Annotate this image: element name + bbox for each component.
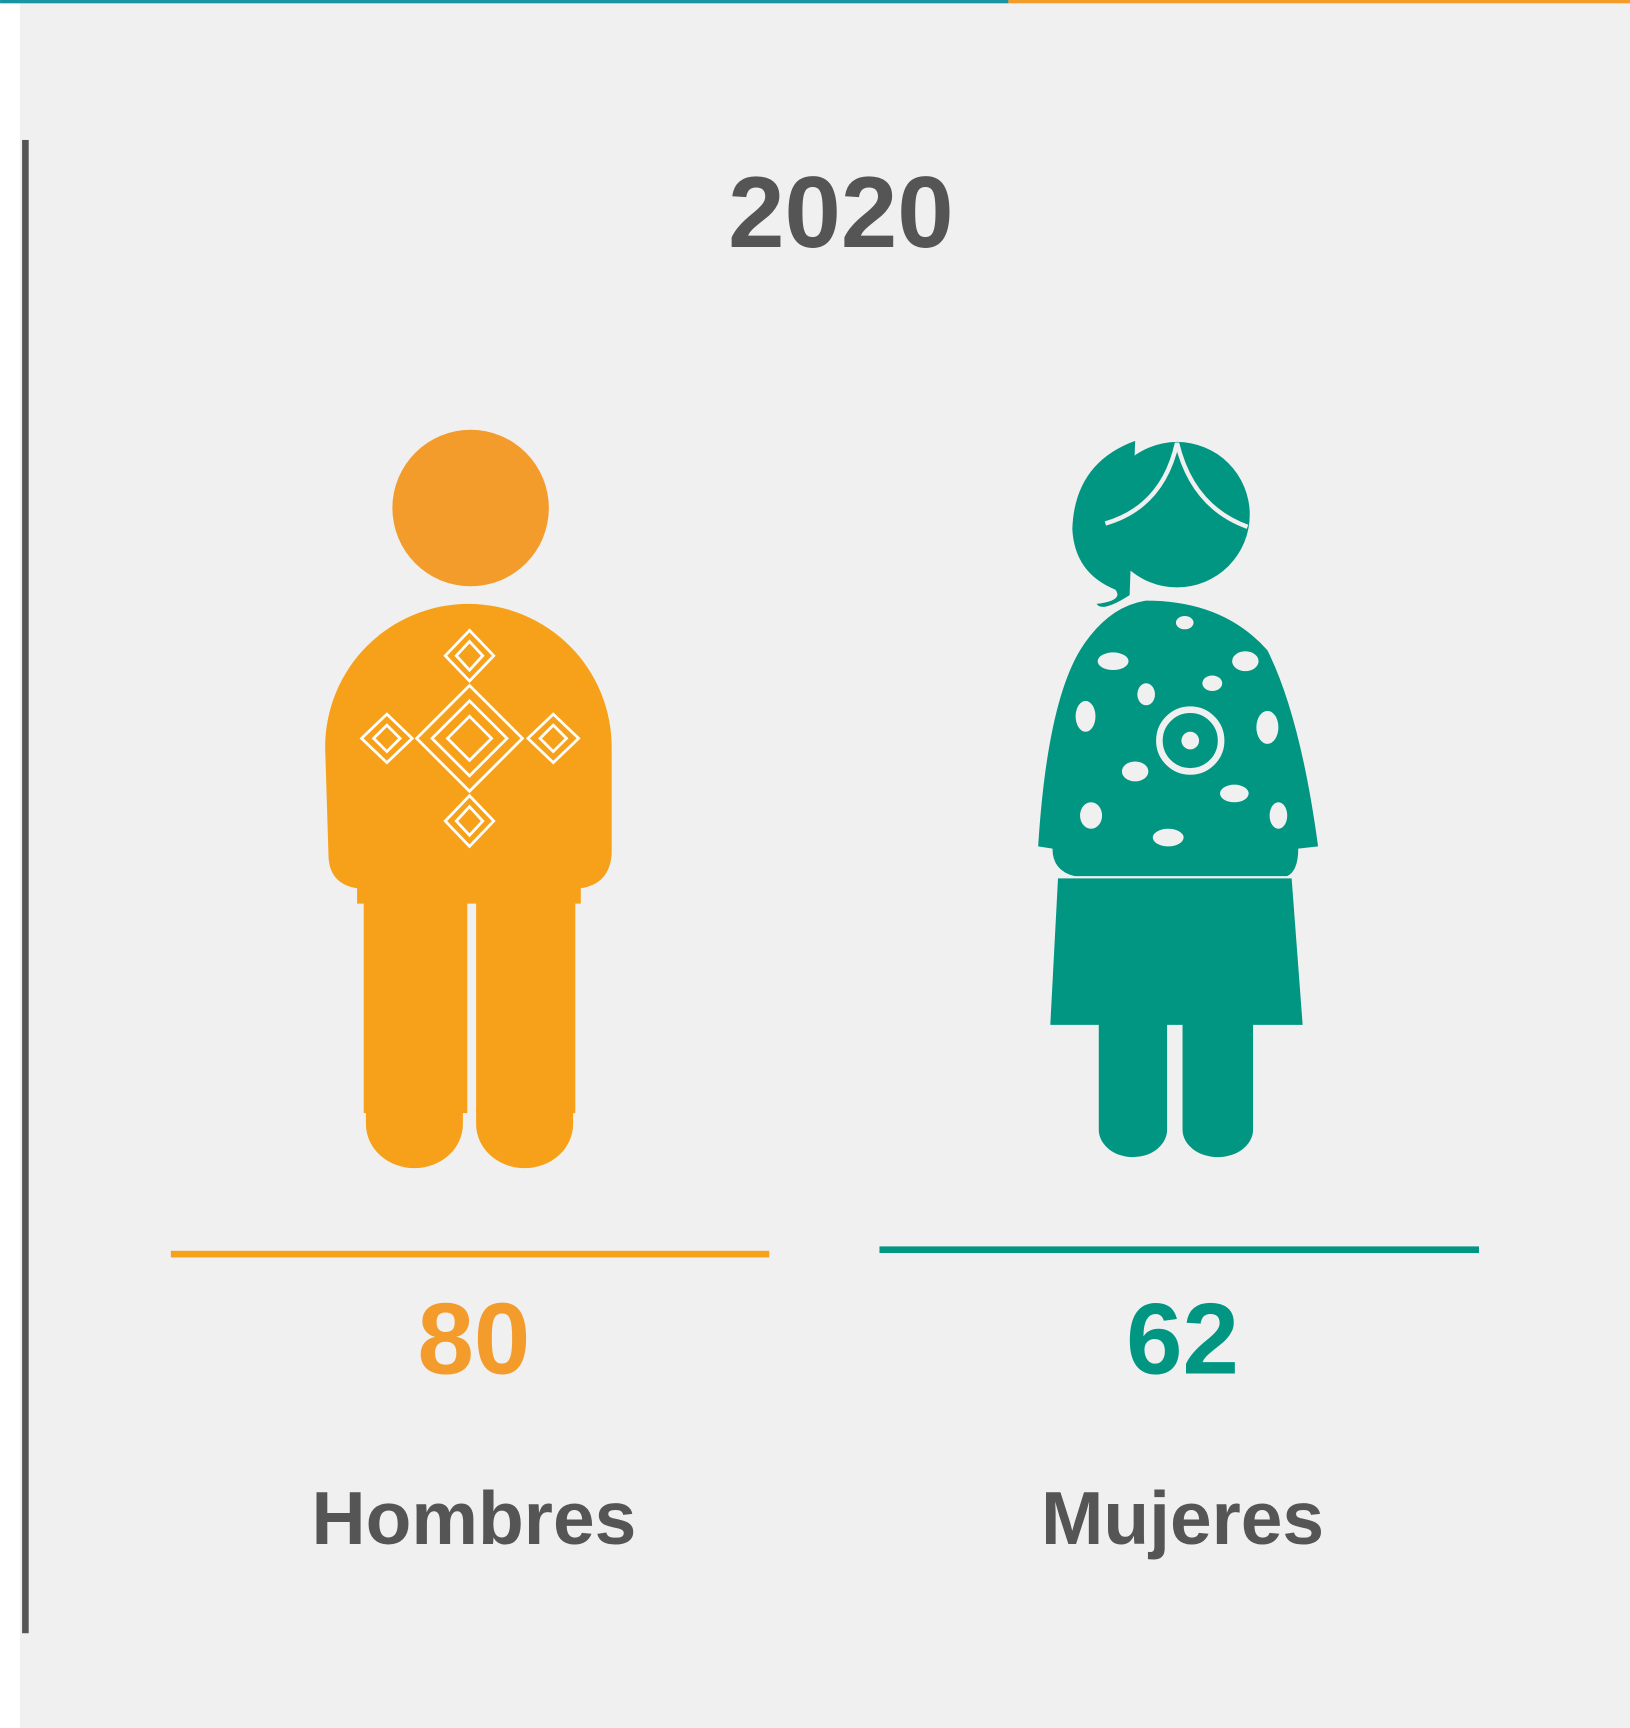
title: 2020 [728,156,954,269]
man-icon [325,429,612,1169]
top-bar-orange [1008,0,1630,4]
value-men: 80 [418,1282,531,1395]
woman-icon [1038,440,1319,1158]
label-men: Hombres [312,1476,637,1560]
background [19,0,1630,1728]
value-women: 62 [1126,1282,1239,1395]
divider-women [879,1246,1479,1254]
top-bar-teal [0,0,1009,4]
divider-men [170,1250,770,1258]
label-women: Mujeres [1041,1476,1324,1560]
side-rule [22,139,29,1634]
